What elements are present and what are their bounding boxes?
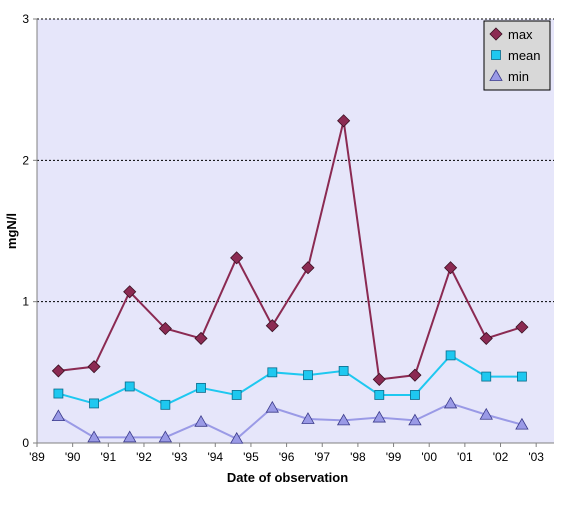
legend-marker-max [489, 27, 503, 41]
data-point-max [158, 321, 172, 336]
data-point-mean [303, 370, 313, 381]
data-point-max [230, 251, 244, 265]
y-tick-label: 0 [22, 436, 29, 450]
data-point-min [51, 409, 66, 422]
x-tick-label: '01 [457, 450, 473, 464]
data-point-min [479, 407, 493, 420]
data-point-mean [53, 388, 64, 399]
x-tick-label: '03 [528, 450, 544, 464]
data-point-max [372, 372, 386, 386]
data-point-max [123, 285, 137, 299]
plot-area [37, 19, 554, 443]
data-point-min [301, 412, 315, 424]
data-point-min [158, 430, 173, 443]
data-point-min [123, 430, 137, 443]
data-point-max [51, 364, 65, 378]
data-point-max [194, 331, 208, 345]
x-tick-label: '99 [386, 450, 402, 464]
data-point-mean [517, 371, 527, 382]
data-point-max [301, 261, 315, 275]
data-point-mean [338, 366, 349, 376]
x-tick-label: '00 [421, 450, 437, 464]
data-point-mean [445, 350, 456, 361]
legend-label-max: max [508, 27, 533, 42]
y-axis-ticks: 0 1 2 3 [22, 12, 37, 450]
series-line-mean [58, 354, 522, 406]
x-tick-label: '90 [65, 450, 81, 464]
x-tick-label: '92 [136, 450, 152, 464]
axes [36, 19, 554, 444]
data-point-mean [196, 382, 206, 393]
x-tick-label: '93 [172, 450, 188, 464]
x-tick-label: '89 [29, 450, 45, 464]
y-tick-label: 2 [22, 153, 29, 167]
x-tick-label: '02 [493, 450, 509, 464]
data-point-mean [267, 367, 278, 378]
legend-marker-mean [491, 50, 501, 60]
data-point-max [408, 368, 422, 382]
legend-label-mean: mean [508, 48, 541, 63]
data-point-mean [231, 390, 242, 400]
data-point-max [479, 331, 493, 345]
legend-label-min: min [508, 69, 529, 84]
data-point-min [443, 396, 458, 409]
data-point-max [87, 360, 101, 374]
series-group [51, 114, 529, 444]
x-tick-label: '97 [314, 450, 330, 464]
data-point-max [444, 261, 458, 275]
x-axis-title: Date of observation [227, 470, 348, 485]
data-point-mean [481, 371, 492, 382]
data-point-max [337, 114, 351, 128]
x-tick-label: '98 [350, 450, 366, 464]
data-point-min [515, 417, 529, 430]
y-tick-label: 1 [22, 295, 29, 309]
data-point-min [229, 431, 244, 444]
series-max [51, 114, 529, 386]
legend: max mean min [483, 20, 551, 91]
x-axis-ticks: '89 '90 '91 '92 '93 '94 '95 '96 '97 '98 '99 '00 '01 '… [29, 443, 544, 464]
series-line-min [57, 402, 523, 440]
y-axis-title: mgN/l [4, 213, 19, 249]
legend-marker-min [489, 69, 503, 81]
data-point-min [336, 413, 351, 426]
series-min [51, 396, 529, 444]
data-point-min [408, 413, 422, 426]
x-tick-label: '95 [243, 450, 259, 464]
y-tick-label: 3 [22, 12, 29, 26]
data-point-min [87, 430, 101, 443]
data-point-min [372, 410, 386, 423]
x-tick-label: '94 [207, 450, 223, 464]
data-point-mean [160, 399, 171, 410]
data-point-min [194, 414, 208, 427]
x-tick-label: '91 [100, 450, 116, 464]
data-point-mean [374, 390, 385, 400]
data-point-max [515, 320, 529, 334]
data-point-mean [124, 381, 135, 392]
data-point-max [265, 319, 279, 333]
series-line-max [58, 120, 523, 381]
x-tick-label: '96 [279, 450, 295, 464]
data-point-mean [410, 390, 420, 400]
data-point-mean [89, 398, 99, 409]
series-mean [53, 350, 527, 410]
data-point-min [265, 400, 280, 413]
